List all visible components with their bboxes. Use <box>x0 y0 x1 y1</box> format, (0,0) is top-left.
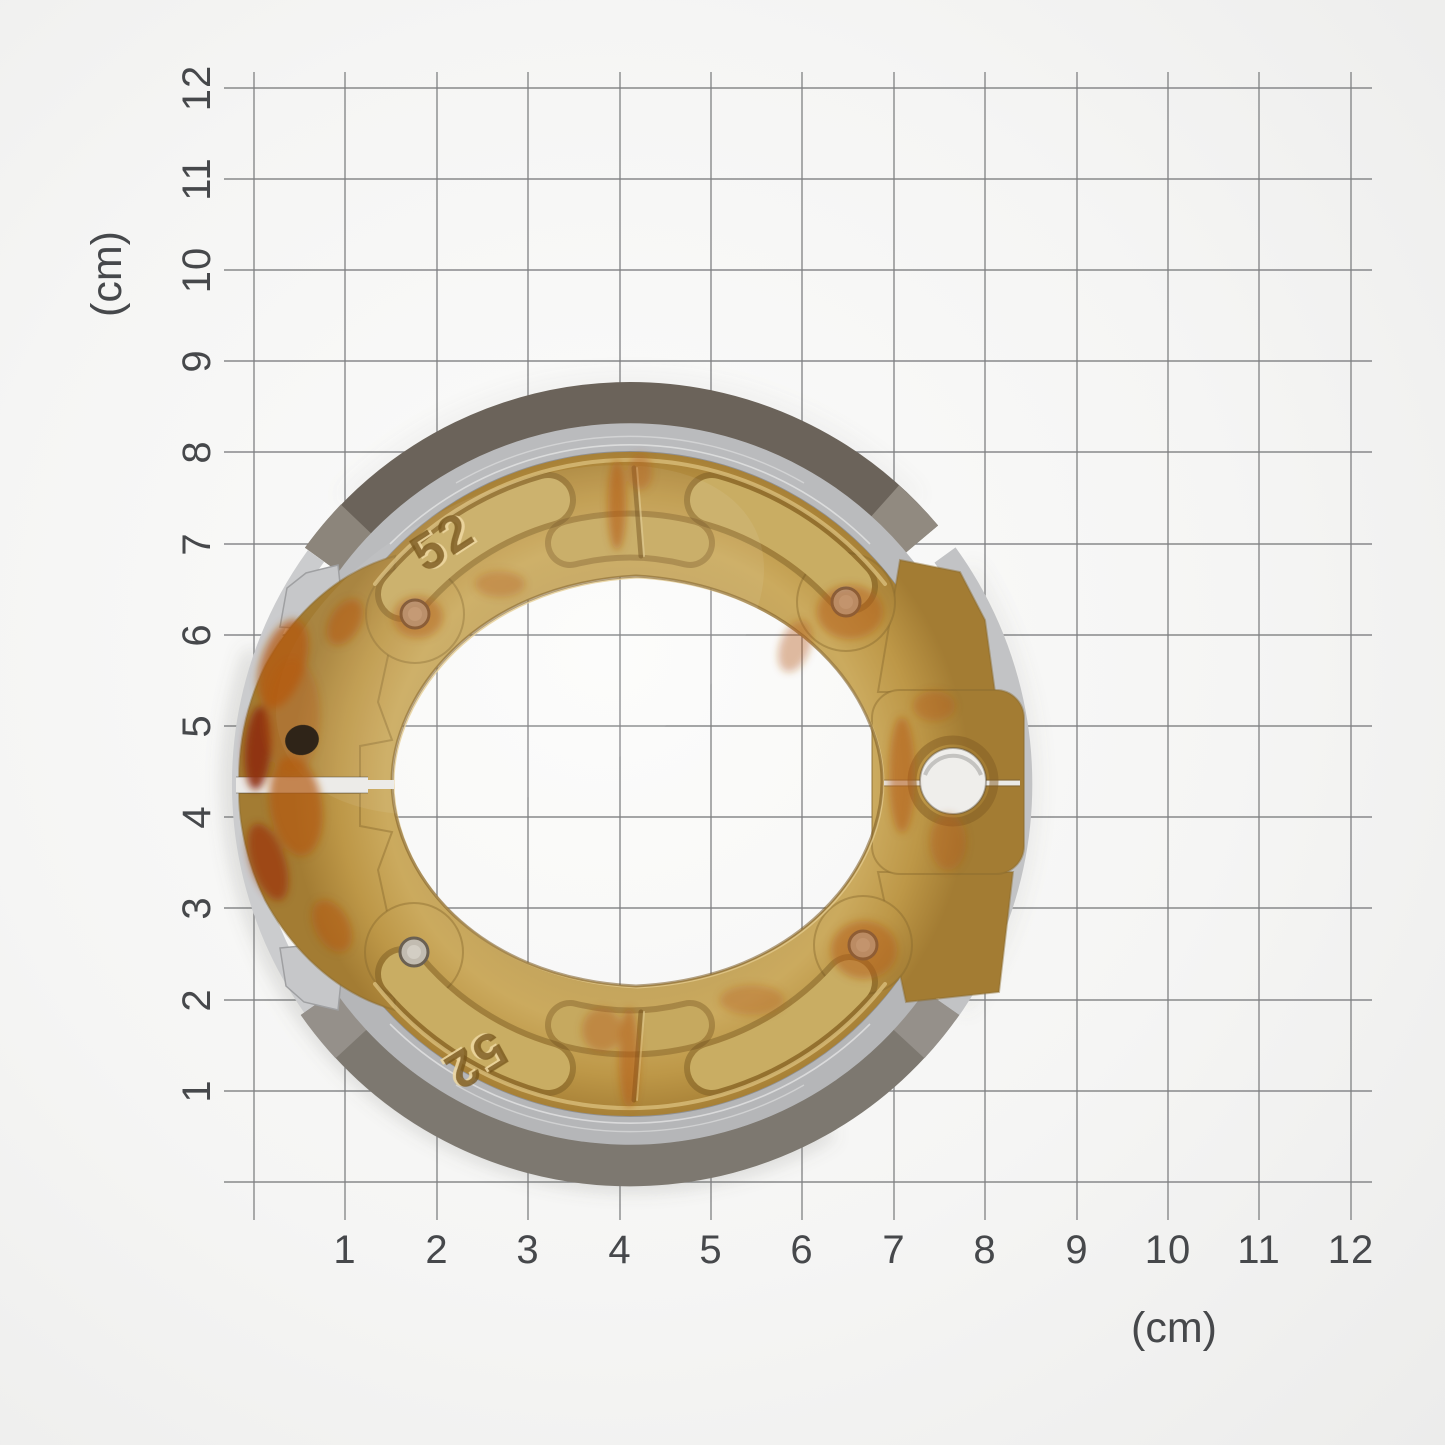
x-axis-label-9: 9 <box>1065 1228 1088 1272</box>
x-axis-label-6: 6 <box>790 1228 813 1272</box>
rust-stain <box>720 985 784 1015</box>
rust-stain <box>889 717 915 833</box>
rim-brushed-streak <box>455 435 805 484</box>
y-axis-label-2: 2 <box>175 988 219 1011</box>
rivet-hole-center <box>407 945 421 959</box>
y-axis-label-10: 10 <box>175 247 219 294</box>
rust-stain <box>913 691 955 721</box>
rim-brushed-streak <box>389 1023 871 1124</box>
rust-stain <box>619 1008 639 1108</box>
x-axis-label-1: 1 <box>333 1228 356 1272</box>
rust-stain <box>628 454 652 490</box>
x-axis-label-7: 7 <box>882 1228 905 1272</box>
rust-stain <box>264 658 320 774</box>
friction-lining <box>300 382 960 1187</box>
y-axis-unit-label: (cm) <box>83 231 131 317</box>
y-axis-label-3: 3 <box>175 896 219 919</box>
rust-stain <box>326 599 364 645</box>
x-axis-unit-label: (cm) <box>1131 1304 1217 1352</box>
rust-stain <box>778 620 812 672</box>
y-axis-label-11: 11 <box>175 157 219 201</box>
paint-dot-mark <box>285 724 319 756</box>
y-axis-label-6: 6 <box>175 623 219 646</box>
y-axis-label-8: 8 <box>175 440 219 463</box>
emboss-groove-bottom-highlight <box>636 1011 645 1101</box>
rim-brushed-streak <box>389 444 871 545</box>
rust-stain <box>393 596 443 638</box>
rim-brushed-streak <box>455 1084 805 1133</box>
x-axis-label-8: 8 <box>973 1228 996 1272</box>
emboss-channel <box>690 478 872 608</box>
emboss-channel <box>381 952 570 1090</box>
rust-stains <box>244 454 966 1108</box>
x-axis-label-5: 5 <box>699 1228 722 1272</box>
friction-lining-bottom-end-right <box>893 990 960 1059</box>
y-axis-label-7: 7 <box>175 532 219 555</box>
x-axis-labels: 1 2 3 4 5 6 7 8 9 10 11 12 (cm) <box>333 1228 1375 1352</box>
x-axis-label-3: 3 <box>516 1228 539 1272</box>
web-gold-ring <box>297 451 963 1117</box>
rust-stain <box>608 460 626 550</box>
rust-stain <box>930 814 966 870</box>
y-axis-labels: 1 2 3 4 5 6 7 8 9 10 11 12 (cm) <box>83 65 219 1103</box>
x-axis-label-2: 2 <box>425 1228 448 1272</box>
y-axis-label-5: 5 <box>175 714 219 737</box>
emboss-ridge-bottom <box>373 982 887 1111</box>
y-axis-label-1: 1 <box>175 1079 219 1102</box>
x-axis-label-11: 11 <box>1237 1228 1281 1272</box>
emboss-channel <box>551 516 709 562</box>
web-inner-edge <box>390 574 884 988</box>
friction-lining-top-arc <box>305 382 939 573</box>
anchor-gap-notch <box>360 780 394 789</box>
brake-shoe-pair: 52 52 52 52 <box>224 374 1038 1191</box>
rust-stain <box>312 900 352 952</box>
y-axis-label-4: 4 <box>175 805 219 828</box>
x-axis-label-12: 12 <box>1328 1228 1375 1272</box>
x-axis-label-4: 4 <box>608 1228 631 1272</box>
rust-stain <box>269 756 323 856</box>
cam-hole-group <box>907 735 999 827</box>
metal-rim-top-arc <box>311 423 939 630</box>
rust-stain <box>475 571 525 597</box>
y-axis-label-9: 9 <box>175 349 219 372</box>
emboss-channel <box>381 478 570 616</box>
rust-stain <box>831 921 897 979</box>
friction-lining-top-end-left <box>304 504 372 573</box>
emboss-ridge-top <box>373 457 887 586</box>
y-axis-label-12: 12 <box>175 65 219 112</box>
sheen-highlight <box>275 465 765 815</box>
rust-stain <box>582 1008 622 1052</box>
metal-rim-bottom-arc <box>311 938 939 1145</box>
friction-lining-bottom-arc <box>300 990 960 1187</box>
friction-lining-top-end-right <box>870 485 939 553</box>
x-axis-label-10: 10 <box>1145 1228 1192 1272</box>
rust-stain <box>247 823 289 901</box>
emboss-channel <box>690 960 872 1090</box>
web-strip-top-right <box>876 558 997 693</box>
cam-hole <box>919 747 987 815</box>
cam-hole-inner-shadow <box>923 753 983 776</box>
rust-stain <box>817 585 883 639</box>
